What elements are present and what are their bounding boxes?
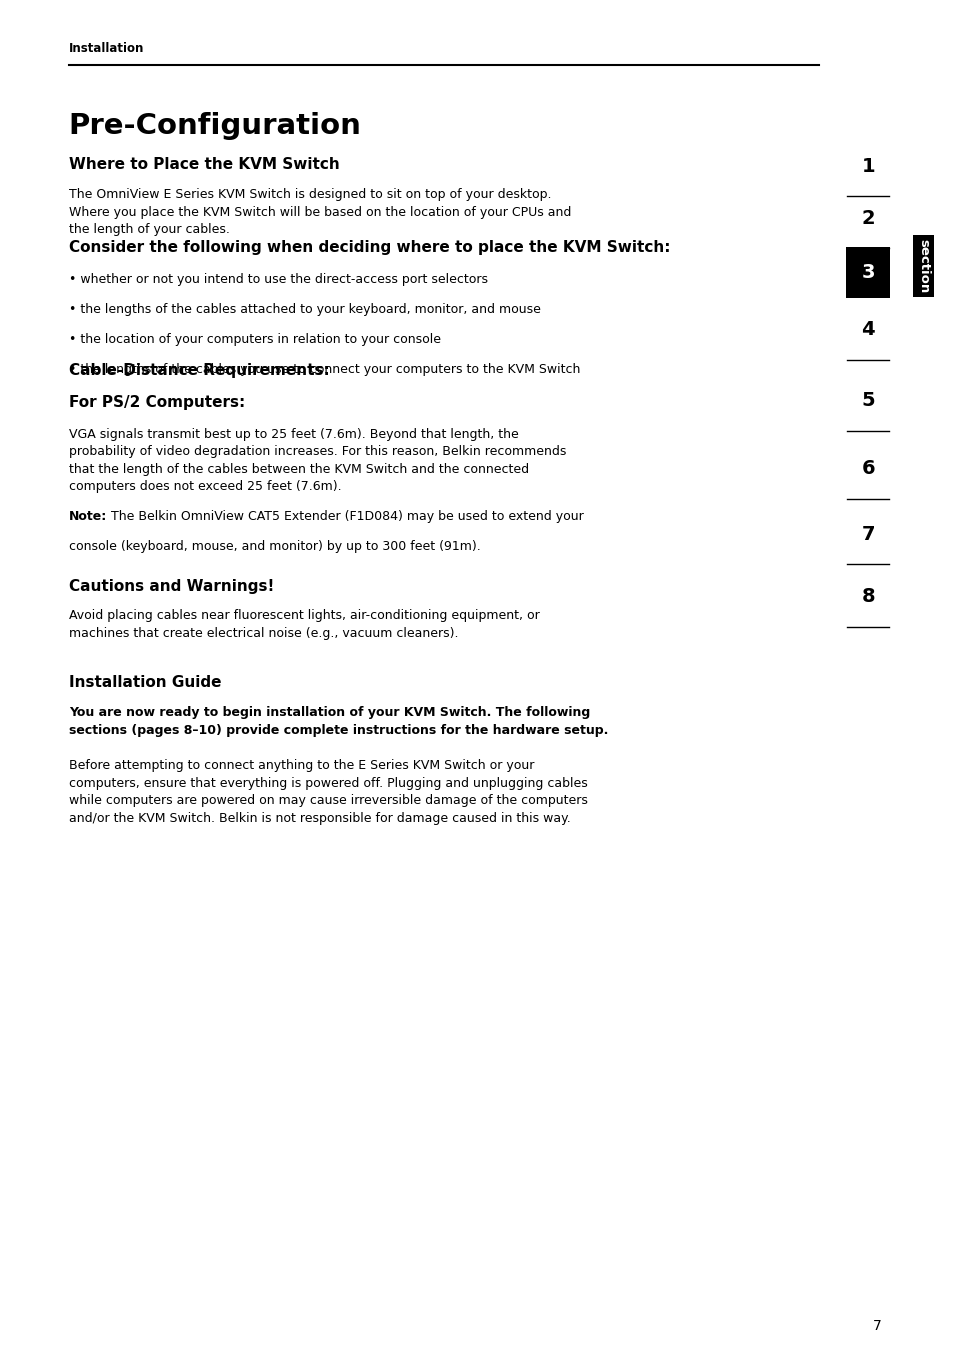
Text: • the lengths of the cables you use to connect your computers to the KVM Switch: • the lengths of the cables you use to c…: [69, 363, 579, 376]
Text: Installation: Installation: [69, 41, 144, 55]
Text: For PS/2 Computers:: For PS/2 Computers:: [69, 395, 245, 410]
Text: section: section: [916, 239, 929, 293]
Text: 6: 6: [861, 459, 874, 478]
Text: console (keyboard, mouse, and monitor) by up to 300 feet (91m).: console (keyboard, mouse, and monitor) b…: [69, 540, 480, 553]
Text: Cable-Distance Requirements:: Cable-Distance Requirements:: [69, 363, 329, 378]
Text: Where to Place the KVM Switch: Where to Place the KVM Switch: [69, 157, 339, 172]
Bar: [845, 247, 889, 298]
Text: You are now ready to begin installation of your KVM Switch. The following
sectio: You are now ready to begin installation …: [69, 706, 607, 736]
Text: The Belkin OmniView CAT5 Extender (F1D084) may be used to extend your: The Belkin OmniView CAT5 Extender (F1D08…: [111, 510, 583, 523]
Text: Consider the following when deciding where to place the KVM Switch:: Consider the following when deciding whe…: [69, 240, 670, 255]
Text: Cautions and Warnings!: Cautions and Warnings!: [69, 579, 274, 594]
Text: Before attempting to connect anything to the E Series KVM Switch or your
compute: Before attempting to connect anything to…: [69, 759, 587, 825]
Text: 2: 2: [861, 209, 874, 228]
Text: • the location of your computers in relation to your console: • the location of your computers in rela…: [69, 333, 440, 346]
Text: VGA signals transmit best up to 25 feet (7.6m). Beyond that length, the
probabil: VGA signals transmit best up to 25 feet …: [69, 428, 565, 493]
Text: Avoid placing cables near fluorescent lights, air-conditioning equipment, or
mac: Avoid placing cables near fluorescent li…: [69, 609, 538, 639]
Text: 7: 7: [861, 525, 874, 544]
Text: 3: 3: [861, 263, 874, 282]
Text: 8: 8: [861, 587, 874, 607]
Text: 4: 4: [861, 320, 874, 339]
Text: • the lengths of the cables attached to your keyboard, monitor, and mouse: • the lengths of the cables attached to …: [69, 303, 540, 316]
Text: 7: 7: [872, 1319, 882, 1333]
Text: • whether or not you intend to use the direct-access port selectors: • whether or not you intend to use the d…: [69, 273, 487, 286]
Text: 1: 1: [861, 157, 874, 176]
Text: Note:: Note:: [69, 510, 107, 523]
Text: Pre-Configuration: Pre-Configuration: [69, 112, 361, 140]
Text: Installation Guide: Installation Guide: [69, 675, 221, 690]
Text: The OmniView E Series KVM Switch is designed to sit on top of your desktop.
Wher: The OmniView E Series KVM Switch is desi…: [69, 188, 571, 236]
Text: 5: 5: [861, 391, 874, 410]
